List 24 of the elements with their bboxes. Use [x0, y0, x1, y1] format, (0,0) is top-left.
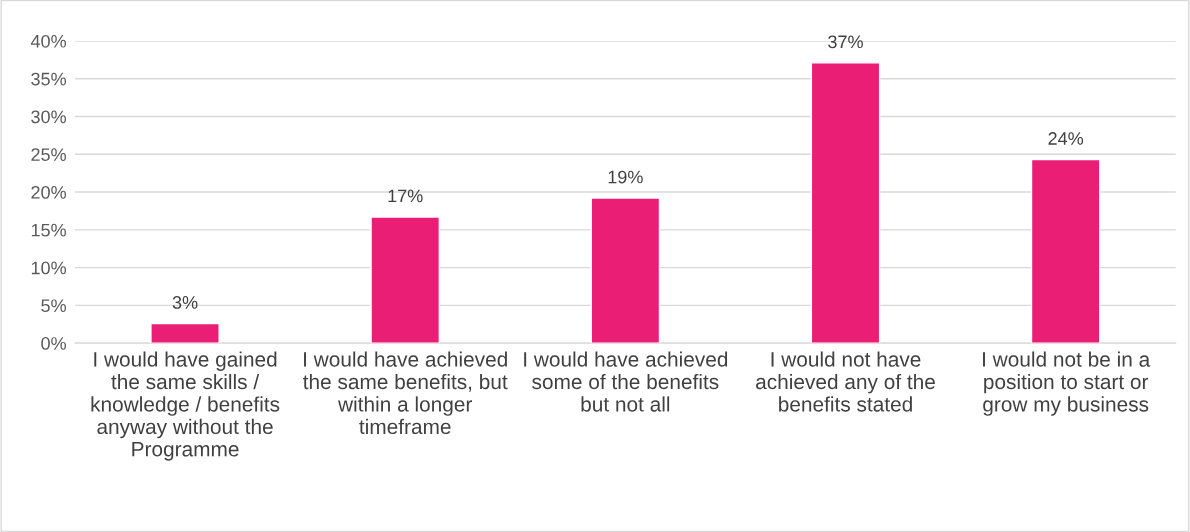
y-tick-label: 25%	[31, 148, 66, 161]
y-tick-label: 10%	[31, 261, 66, 275]
bar	[150, 322, 220, 344]
y-tick-label: 40%	[30, 34, 66, 48]
x-tick-label: I would have achieved some of the benefits but not all	[524, 351, 728, 412]
bar	[810, 62, 881, 344]
data-label: 19%	[608, 170, 643, 184]
y-tick-label: 30%	[31, 110, 66, 124]
y-tick-label: 20%	[31, 185, 66, 199]
data-label: 37%	[828, 35, 863, 49]
y-tick-label: 35%	[31, 72, 66, 86]
bar	[1030, 158, 1101, 344]
data-label: 24%	[1048, 132, 1084, 145]
y-tick-label: 15%	[31, 223, 66, 237]
bar	[370, 216, 441, 344]
y-tick-label: 5%	[41, 299, 66, 313]
bar	[590, 197, 661, 344]
x-tick-label: I would have achieved the same benefits, but within a longer timeframe	[303, 351, 508, 435]
x-tick-label: I would have gained the same skills / knowledge / benefits anyway without the Programme	[91, 351, 280, 461]
data-label: 3%	[172, 296, 198, 309]
x-tick-label: I would not have achieved any of the benefits stated	[756, 351, 935, 412]
x-tick-label: I would not be in a position to start or grow my business	[983, 351, 1151, 416]
data-label: 17%	[388, 189, 423, 203]
y-tick-label: 0%	[41, 337, 66, 350]
